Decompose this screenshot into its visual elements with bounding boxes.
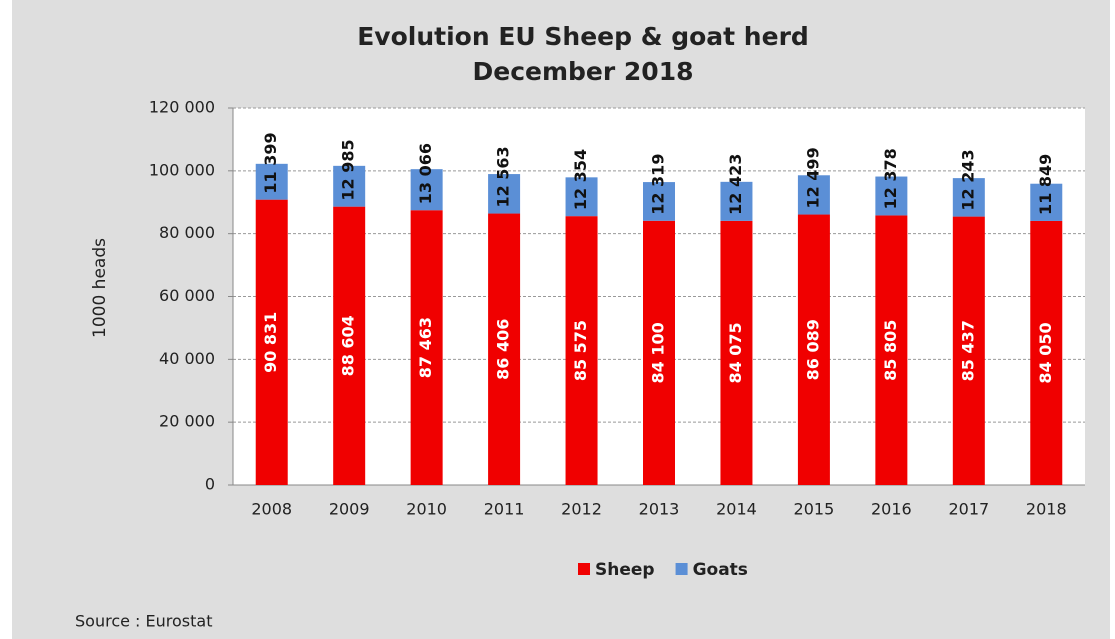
x-tick-label: 2016 xyxy=(871,500,912,519)
value-label: 11 399 xyxy=(261,132,280,193)
x-tick-label: 2014 xyxy=(716,500,757,519)
value-label: 12 378 xyxy=(881,148,900,209)
value-label: 12 499 xyxy=(803,147,822,208)
legend-swatch xyxy=(578,563,590,575)
goat-bar xyxy=(720,181,753,221)
goat-bar xyxy=(565,177,598,217)
y-tick-label: 60 000 xyxy=(159,286,215,305)
chart-title: Evolution EU Sheep & goat herd xyxy=(357,22,809,51)
x-tick-label: 2010 xyxy=(406,500,447,519)
x-tick-label: 2015 xyxy=(794,500,835,519)
x-tick-label: 2013 xyxy=(639,500,680,519)
value-label: 85 575 xyxy=(571,320,590,381)
sheep-bar xyxy=(720,220,753,485)
goat-bar xyxy=(410,169,443,211)
goat-bar xyxy=(255,163,288,200)
value-label: 84 050 xyxy=(1036,322,1055,383)
value-label: 86 406 xyxy=(494,319,513,380)
goat-bar xyxy=(952,178,985,217)
y-tick-label: 80 000 xyxy=(159,223,215,242)
y-tick-label: 40 000 xyxy=(159,349,215,368)
sheep-bar xyxy=(797,214,830,486)
x-tick-label: 2011 xyxy=(484,500,525,519)
value-label: 11 849 xyxy=(1036,154,1055,215)
y-tick-label: 120 000 xyxy=(149,98,215,117)
value-label: 12 423 xyxy=(726,154,745,215)
legend-label: Goats xyxy=(693,560,748,580)
sheep-bar xyxy=(488,213,521,486)
y-tick-label: 100 000 xyxy=(149,160,215,179)
sheep-bar xyxy=(565,216,598,486)
value-label: 12 243 xyxy=(958,149,977,210)
sheep-bar xyxy=(333,206,366,485)
goat-bar xyxy=(1030,183,1063,221)
goat-bar xyxy=(875,176,908,216)
x-tick-label: 2008 xyxy=(251,500,292,519)
value-label: 84 075 xyxy=(726,322,745,383)
y-tick-label: 0 xyxy=(205,475,215,494)
x-tick-label: 2017 xyxy=(948,500,989,519)
goat-bar xyxy=(643,182,675,221)
x-tick-label: 2009 xyxy=(329,500,370,519)
value-label: 86 089 xyxy=(803,319,822,380)
goat-bar xyxy=(333,165,366,207)
value-label: 12 354 xyxy=(571,149,590,210)
y-tick-label: 20 000 xyxy=(159,412,215,431)
goat-bar xyxy=(797,175,830,215)
y-axis-label: 1000 heads xyxy=(90,238,110,338)
sheep-bar xyxy=(643,220,675,485)
value-label: 13 066 xyxy=(416,143,435,204)
value-label: 12 985 xyxy=(339,139,358,200)
x-tick-label: 2012 xyxy=(561,500,602,519)
value-label: 84 100 xyxy=(649,322,668,383)
value-label: 90 831 xyxy=(261,312,280,373)
value-label: 12 319 xyxy=(649,154,668,215)
sheep-bar xyxy=(875,215,908,485)
legend-swatch xyxy=(675,563,688,575)
chart-subtitle: December 2018 xyxy=(473,57,694,86)
sheep-bar xyxy=(410,210,443,486)
value-label: 12 563 xyxy=(494,146,513,207)
legend-label: Sheep xyxy=(595,560,655,580)
sheep-bar xyxy=(255,199,288,485)
value-label: 87 463 xyxy=(416,317,435,378)
goat-bar xyxy=(488,174,521,214)
x-tick-label: 2018 xyxy=(1026,500,1067,519)
sheep-bar xyxy=(952,216,985,485)
value-label: 85 805 xyxy=(881,320,900,381)
sheep-bar xyxy=(1030,220,1063,485)
value-label: 85 437 xyxy=(958,320,977,381)
source-note: Source : Eurostat xyxy=(75,612,212,631)
value-label: 88 604 xyxy=(339,315,358,376)
